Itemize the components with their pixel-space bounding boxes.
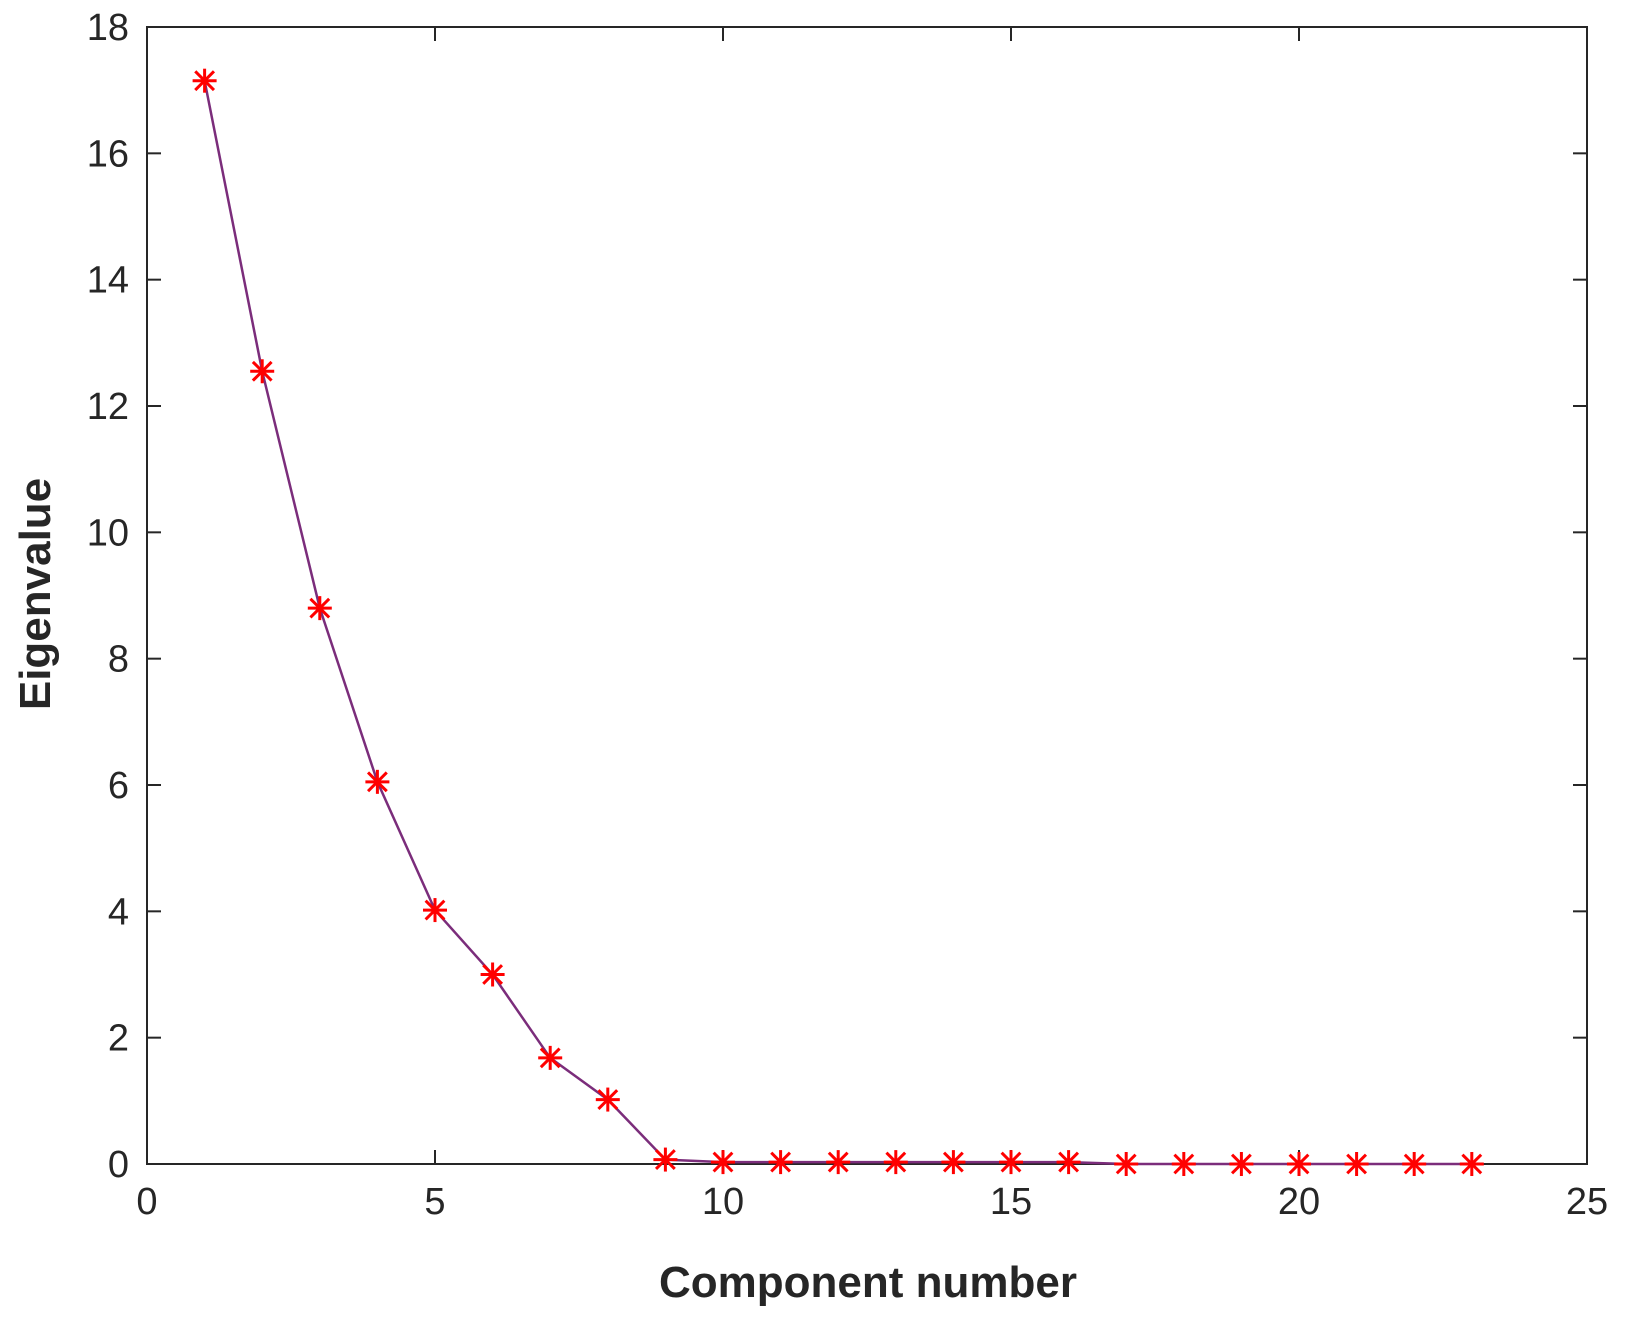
marker-stroke	[827, 1151, 849, 1173]
y-tick-label: 6	[108, 765, 129, 807]
y-tick-label: 14	[87, 260, 129, 302]
x-tick-label: 20	[1278, 1181, 1320, 1223]
plot-area	[146, 26, 1588, 1165]
marker-stroke	[1230, 1153, 1252, 1175]
data-point-marker	[941, 1150, 966, 1175]
data-point-marker	[1459, 1152, 1484, 1176]
marker-stroke	[366, 771, 388, 793]
marker-stroke	[597, 1089, 619, 1110]
y-tick-label: 2	[108, 1018, 129, 1060]
marker-stroke	[1115, 1153, 1137, 1175]
data-point-marker	[826, 1150, 851, 1175]
marker-stroke	[482, 964, 504, 985]
marker-stroke	[1000, 1151, 1022, 1173]
y-tick-label: 16	[87, 133, 129, 175]
data-point-marker	[1229, 1152, 1254, 1176]
marker-stroke	[309, 597, 331, 619]
y-tick-label: 12	[87, 386, 129, 428]
y-axis-ticks: 0 2 4 6 8 10 12 14 16 18	[87, 7, 1587, 1186]
data-point-marker	[595, 1087, 620, 1112]
data-point-marker	[250, 359, 275, 384]
marker-stroke	[1058, 1151, 1080, 1173]
data-point-marker	[538, 1045, 563, 1070]
axes-box	[146, 26, 1588, 1165]
data-point-marker	[1056, 1150, 1081, 1175]
data-point-marker	[653, 1147, 678, 1172]
y-tick-label: 10	[87, 512, 129, 554]
x-tick-label: 15	[990, 1181, 1032, 1223]
data-point-marker	[307, 596, 332, 621]
marker-stroke	[712, 1151, 734, 1173]
series-layer	[192, 68, 1484, 1176]
marker-stroke	[1288, 1153, 1310, 1175]
marker-stroke	[942, 1151, 964, 1173]
y-axis-title: Eigenvalue	[11, 478, 60, 710]
data-point-marker	[768, 1150, 793, 1175]
data-point-marker	[365, 769, 390, 794]
data-point-marker	[1171, 1152, 1196, 1176]
marker-stroke	[194, 70, 216, 92]
data-point-marker	[999, 1150, 1023, 1175]
marker-stroke	[770, 1151, 792, 1173]
data-point-marker	[1402, 1152, 1427, 1176]
x-tick-label: 0	[136, 1181, 157, 1223]
x-axis-ticks: 0 5 10 15 20 25	[136, 27, 1608, 1223]
marker-stroke	[1403, 1153, 1425, 1175]
y-tick-label: 18	[87, 7, 129, 49]
data-point-marker	[480, 962, 505, 987]
marker-stroke	[1346, 1153, 1368, 1175]
marker-stroke	[424, 899, 446, 921]
data-point-marker	[1344, 1152, 1369, 1176]
data-point-marker	[883, 1150, 908, 1175]
data-point-marker	[711, 1150, 735, 1175]
data-point-marker	[1287, 1152, 1311, 1176]
marker-stroke	[1173, 1153, 1195, 1175]
marker-stroke	[885, 1151, 907, 1173]
marker-stroke	[251, 360, 273, 382]
x-tick-label: 5	[424, 1181, 445, 1223]
data-point-marker	[423, 898, 447, 923]
data-point-marker	[1114, 1152, 1139, 1176]
y-tick-label: 4	[108, 891, 129, 933]
y-tick-label: 8	[108, 639, 129, 681]
x-tick-label: 25	[1566, 1181, 1608, 1223]
data-point-marker	[192, 68, 217, 93]
marker-stroke	[654, 1149, 676, 1170]
x-axis-title: Component number	[659, 1258, 1077, 1307]
x-tick-label: 10	[702, 1181, 744, 1223]
marker-stroke	[1461, 1153, 1483, 1175]
y-tick-label: 0	[108, 1144, 129, 1186]
marker-stroke	[539, 1047, 561, 1069]
